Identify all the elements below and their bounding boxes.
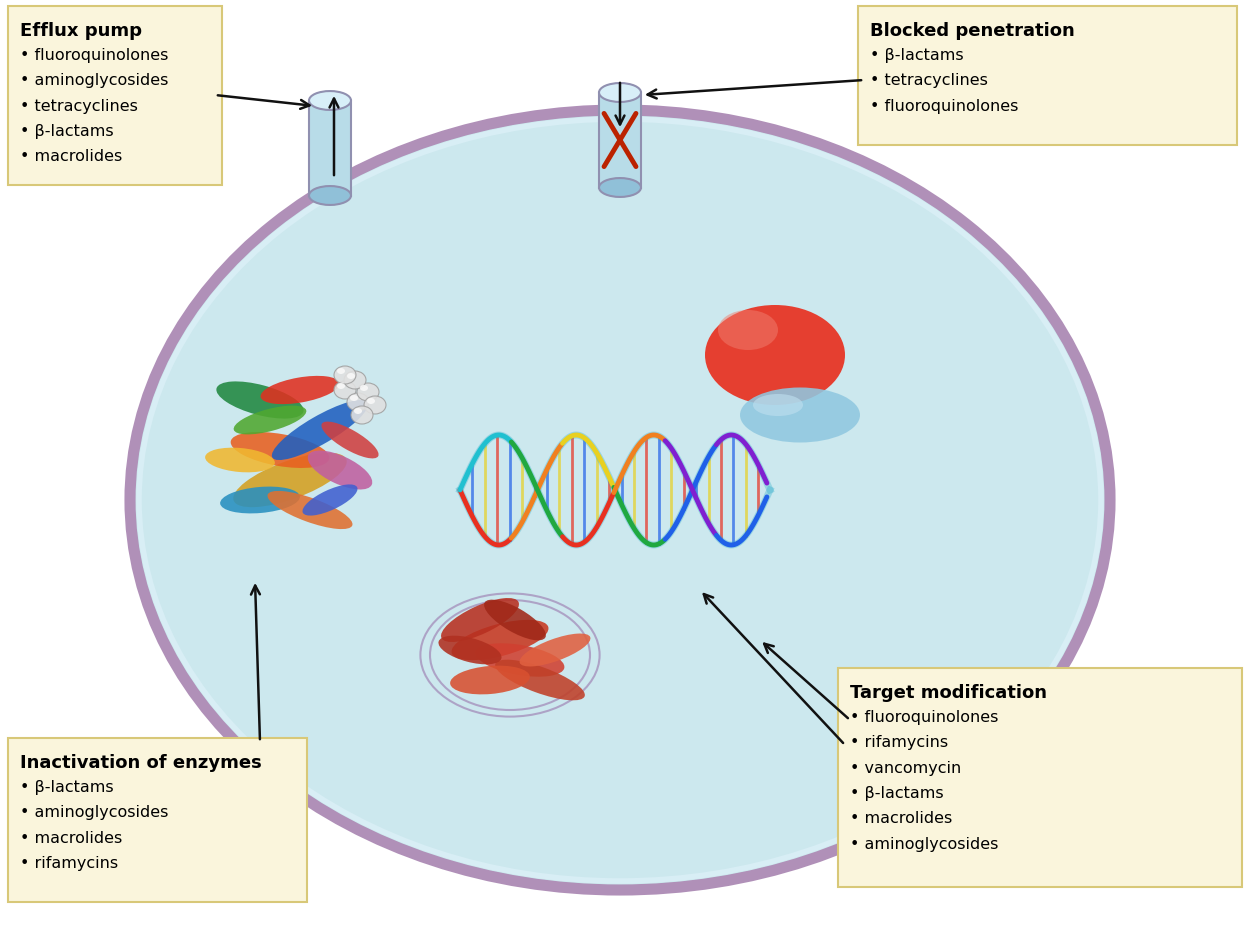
Ellipse shape: [485, 600, 546, 641]
Text: • vancomycin: • vancomycin: [851, 760, 962, 775]
FancyArrowPatch shape: [330, 99, 338, 175]
Ellipse shape: [302, 484, 357, 515]
Ellipse shape: [333, 381, 356, 399]
Text: • β-lactams: • β-lactams: [20, 780, 114, 795]
Ellipse shape: [220, 487, 300, 513]
Ellipse shape: [347, 373, 355, 379]
Ellipse shape: [321, 422, 378, 459]
Ellipse shape: [704, 305, 846, 405]
Ellipse shape: [261, 376, 340, 404]
Ellipse shape: [718, 310, 778, 350]
Ellipse shape: [350, 395, 358, 401]
Ellipse shape: [234, 406, 306, 434]
FancyBboxPatch shape: [7, 738, 307, 902]
FancyArrowPatch shape: [251, 586, 260, 739]
Text: • fluoroquinolones: • fluoroquinolones: [871, 99, 1018, 114]
Text: Inactivation of enzymes: Inactivation of enzymes: [20, 754, 262, 772]
Text: • rifamycins: • rifamycins: [851, 736, 948, 750]
Ellipse shape: [205, 447, 275, 472]
Ellipse shape: [333, 366, 356, 384]
Ellipse shape: [495, 659, 585, 700]
Ellipse shape: [337, 368, 345, 374]
Ellipse shape: [476, 643, 565, 676]
FancyArrowPatch shape: [703, 594, 843, 743]
Text: • aminoglycosides: • aminoglycosides: [20, 805, 169, 820]
Text: • aminoglycosides: • aminoglycosides: [851, 836, 998, 852]
Ellipse shape: [357, 383, 378, 401]
Ellipse shape: [272, 400, 368, 460]
FancyBboxPatch shape: [7, 6, 222, 185]
FancyArrowPatch shape: [217, 95, 310, 109]
Ellipse shape: [130, 110, 1110, 890]
Ellipse shape: [452, 620, 548, 660]
FancyArrowPatch shape: [647, 80, 862, 99]
Ellipse shape: [367, 398, 375, 404]
Text: • tetracyclines: • tetracyclines: [871, 73, 988, 89]
Ellipse shape: [343, 371, 366, 389]
Ellipse shape: [267, 491, 352, 529]
Ellipse shape: [441, 598, 520, 642]
Text: • rifamycins: • rifamycins: [20, 856, 119, 871]
Text: Target modification: Target modification: [851, 684, 1047, 702]
FancyArrowPatch shape: [764, 643, 848, 718]
Ellipse shape: [739, 387, 861, 443]
Text: • aminoglycosides: • aminoglycosides: [20, 73, 169, 89]
Text: • fluoroquinolones: • fluoroquinolones: [20, 48, 169, 63]
Ellipse shape: [520, 634, 591, 667]
Ellipse shape: [353, 408, 362, 414]
Ellipse shape: [450, 666, 530, 694]
FancyBboxPatch shape: [858, 6, 1237, 145]
Ellipse shape: [309, 187, 351, 205]
Text: • macrolides: • macrolides: [851, 811, 952, 826]
Ellipse shape: [600, 83, 641, 102]
Ellipse shape: [309, 91, 351, 110]
Ellipse shape: [600, 178, 641, 197]
Ellipse shape: [360, 385, 368, 391]
Ellipse shape: [337, 383, 345, 389]
Text: • macrolides: • macrolides: [20, 831, 122, 846]
Ellipse shape: [351, 406, 373, 424]
Text: • β-lactams: • β-lactams: [851, 786, 944, 801]
Ellipse shape: [234, 453, 347, 507]
Text: Efflux pump: Efflux pump: [20, 22, 142, 40]
Text: • macrolides: • macrolides: [20, 149, 122, 164]
FancyBboxPatch shape: [600, 92, 641, 187]
Ellipse shape: [753, 394, 803, 416]
Ellipse shape: [347, 393, 368, 411]
Ellipse shape: [438, 636, 502, 664]
FancyBboxPatch shape: [838, 668, 1242, 887]
Ellipse shape: [307, 450, 372, 490]
Ellipse shape: [363, 396, 386, 414]
Ellipse shape: [216, 382, 304, 418]
Text: Blocked penetration: Blocked penetration: [871, 22, 1074, 40]
Text: • tetracyclines: • tetracyclines: [20, 99, 137, 114]
FancyArrowPatch shape: [616, 83, 624, 124]
Text: • β-lactams: • β-lactams: [20, 124, 114, 138]
Text: • β-lactams: • β-lactams: [871, 48, 964, 63]
FancyBboxPatch shape: [309, 101, 351, 196]
Ellipse shape: [271, 206, 908, 674]
Text: • fluoroquinolones: • fluoroquinolones: [851, 710, 998, 725]
Ellipse shape: [231, 432, 330, 468]
